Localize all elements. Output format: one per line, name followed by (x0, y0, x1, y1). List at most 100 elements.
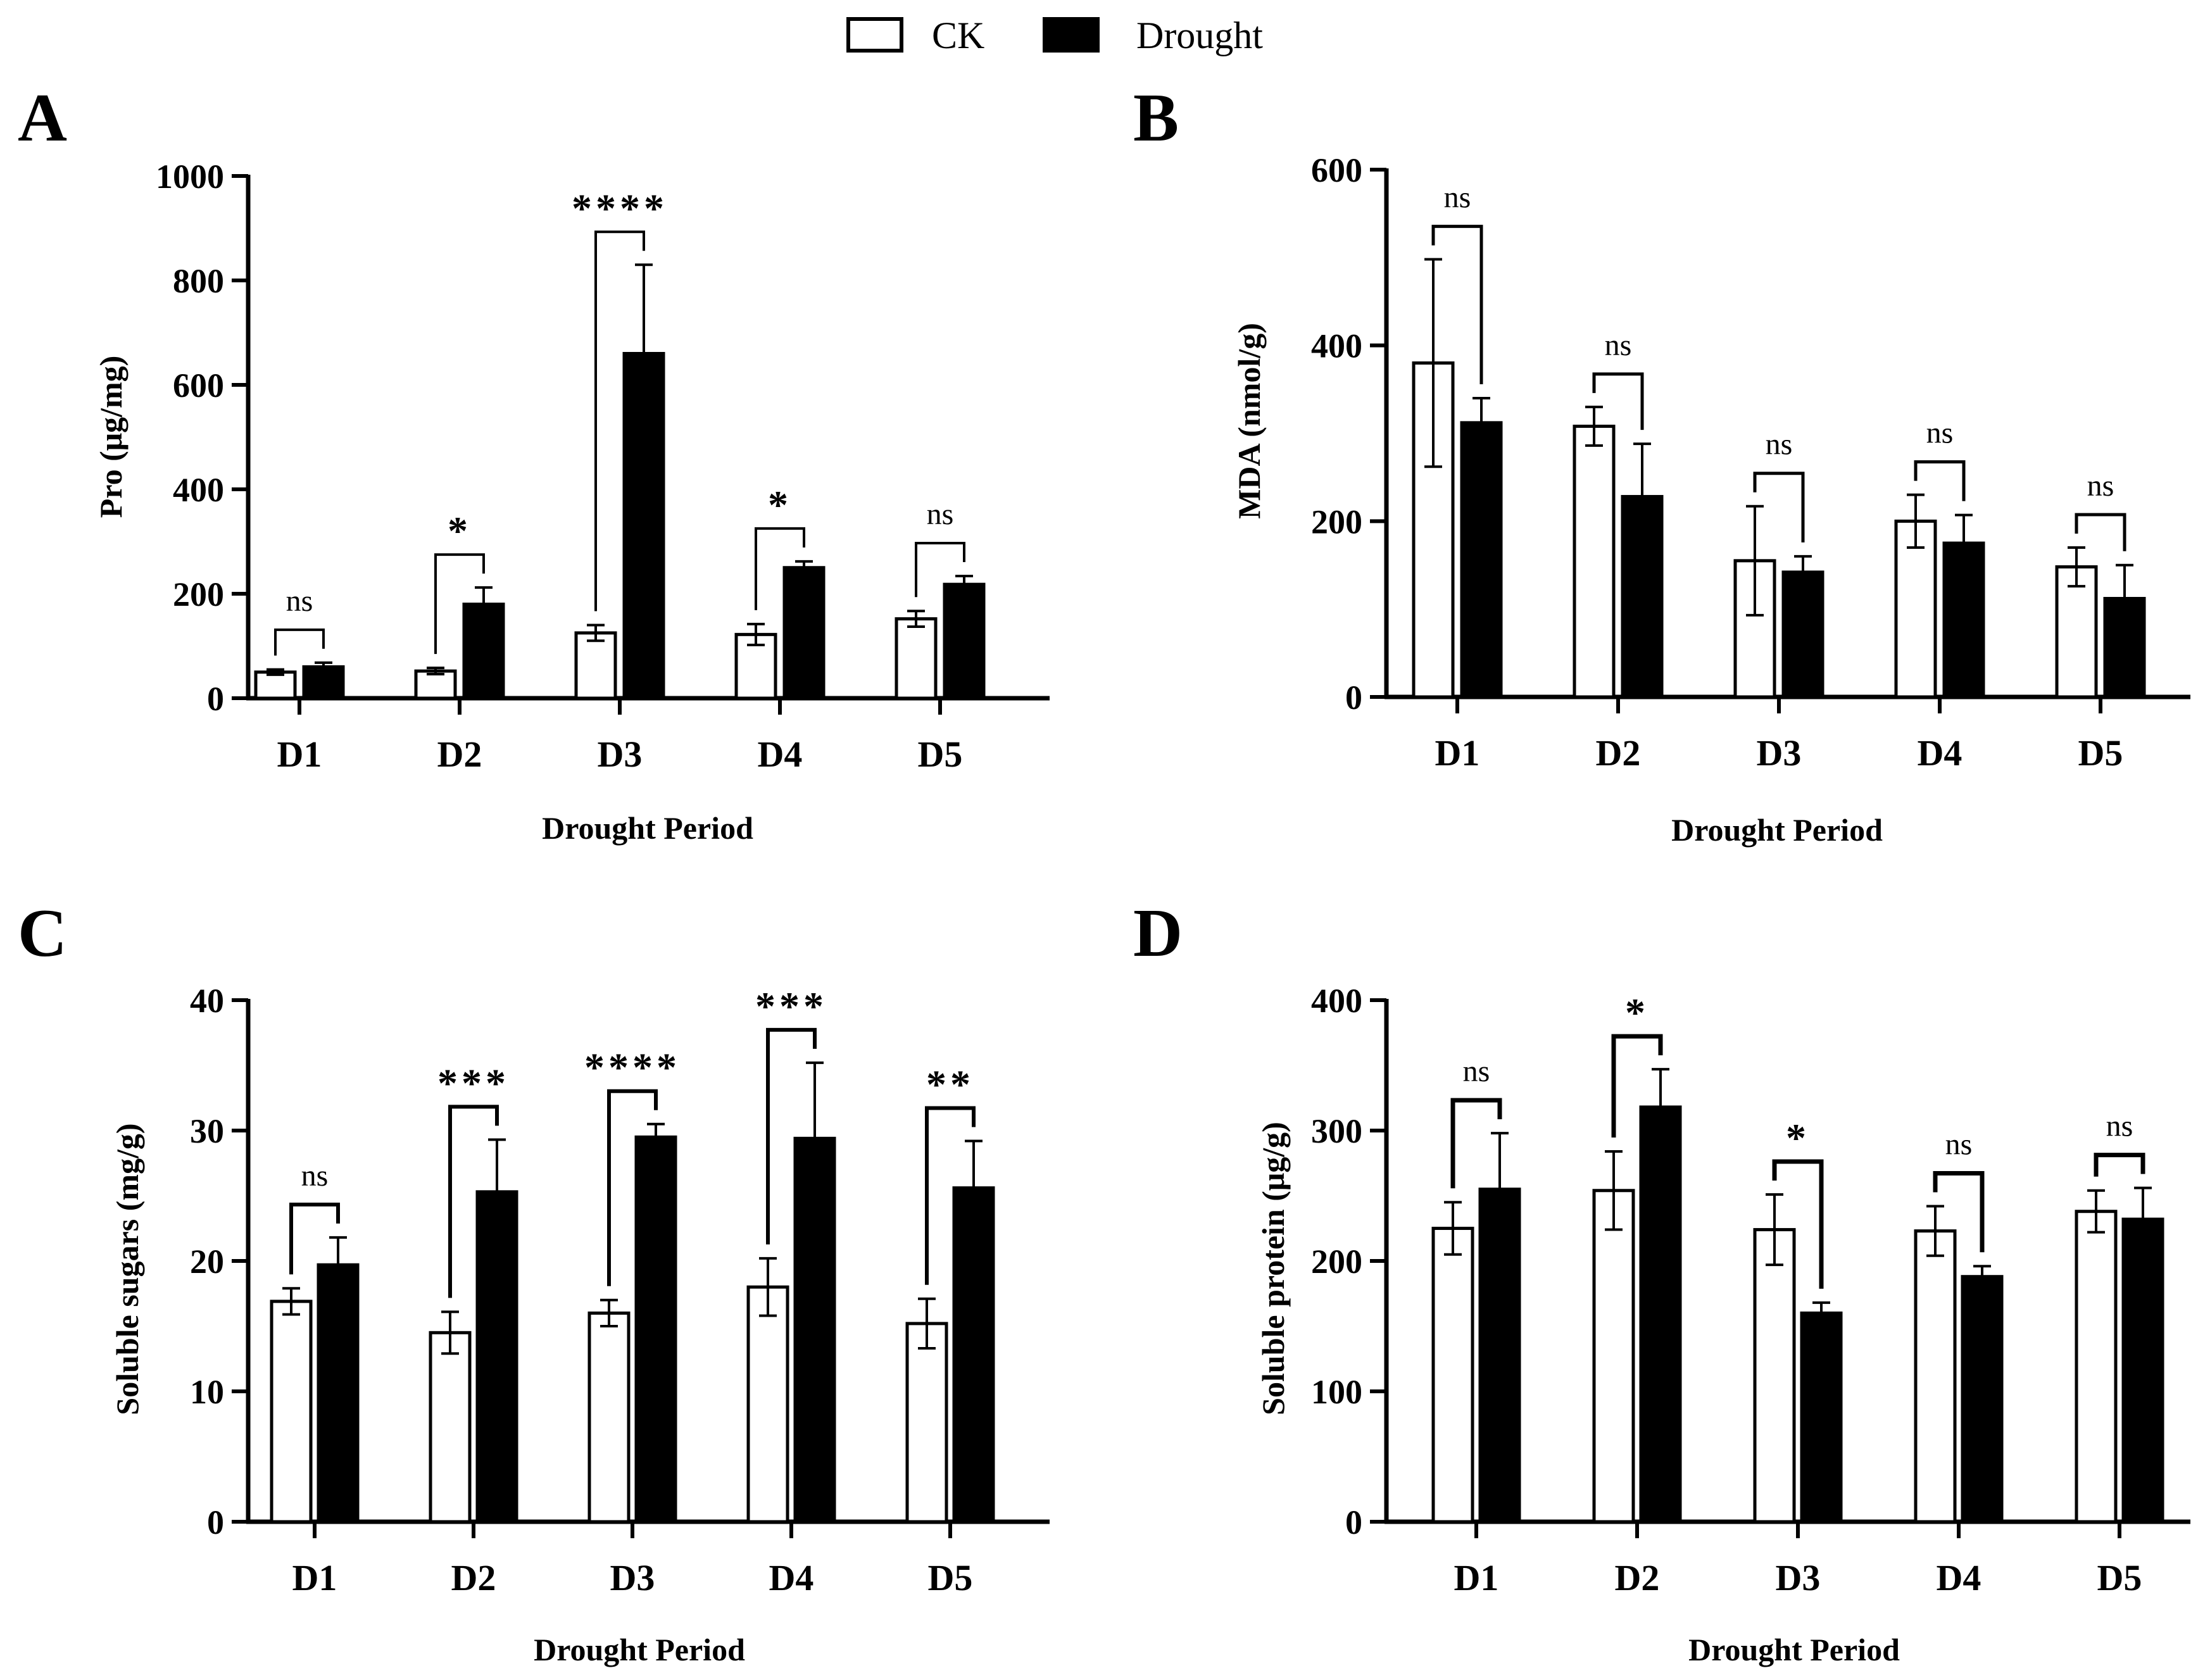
y-tick-label: 200 (1311, 1243, 1362, 1281)
bar-ck (1914, 1229, 1957, 1524)
y-tick-label: 10 (190, 1373, 224, 1411)
y-tick-label: 100 (1311, 1373, 1362, 1411)
panel-label: D (1133, 896, 1183, 971)
bar-ck (270, 1300, 313, 1524)
plot-area: 0 10 20 30 40 D1 ns D2 *** D3 **** D4 *** D5 ** (190, 982, 1050, 1598)
significance-label: * (768, 482, 792, 527)
x-axis-label: Drought Period (1671, 812, 1883, 848)
bar-drought (943, 582, 986, 700)
significance-label: ns (2106, 1110, 2133, 1143)
y-tick-label: 20 (190, 1243, 224, 1281)
panel-b: B MDA (nmol/g) Drought Period 0 200 400 600… (1133, 80, 2190, 848)
significance-label: ns (1444, 181, 1471, 215)
significance-bracket (289, 1202, 340, 1275)
significance-label: ns (286, 584, 313, 618)
y-tick-label: 200 (1311, 503, 1362, 541)
significance-label: ns (1766, 428, 1793, 461)
x-tick-label: D3 (598, 734, 643, 775)
bar-drought (782, 566, 826, 700)
panel-label: A (18, 80, 67, 156)
bar-ck (1753, 1228, 1796, 1524)
bar-drought (1961, 1275, 2004, 1524)
significance-bracket (1933, 1170, 1985, 1253)
significance-bracket (2075, 513, 2126, 551)
significance-label: ** (926, 1062, 974, 1106)
y-tick-label: 0 (207, 680, 224, 718)
significance-bracket (1611, 1034, 1663, 1138)
significance-bracket (1914, 460, 1966, 501)
significance-label: * (1786, 1115, 1810, 1160)
significance-bracket (594, 230, 645, 611)
x-tick-label: D5 (2097, 1557, 2142, 1598)
x-tick-label: D4 (1937, 1557, 1981, 1598)
y-tick-label: 600 (173, 367, 224, 404)
y-axis-label: Pro (μg/mg) (93, 356, 129, 518)
significance-bracket (607, 1089, 658, 1286)
x-tick-label: D5 (918, 734, 963, 775)
y-tick-label: 400 (1311, 327, 1362, 365)
x-tick-label: D4 (758, 734, 803, 775)
x-tick-label: D4 (769, 1557, 814, 1598)
x-tick-label: D5 (928, 1557, 973, 1598)
bar-ck (2055, 565, 2098, 699)
x-tick-label: D2 (1596, 732, 1641, 774)
bar-ck (587, 1311, 631, 1524)
bar-drought (952, 1186, 995, 1524)
panel-a: A Pro (μg/mg) Drought Period 0 200 400 600 8… (18, 80, 1050, 846)
significance-bracket (766, 1027, 817, 1244)
bar-drought (462, 603, 505, 700)
significance-bracket (274, 628, 325, 656)
significance-label: ns (2087, 469, 2114, 503)
bar-ck (1592, 1189, 1635, 1524)
significance-label: ns (927, 498, 954, 531)
significance-label: * (1625, 990, 1649, 1035)
significance-label: ns (1945, 1127, 1973, 1161)
x-tick-label: D3 (1776, 1557, 1821, 1598)
y-tick-label: 800 (173, 262, 224, 300)
significance-label: ns (301, 1159, 329, 1193)
significance-bracket (1431, 225, 1483, 384)
x-tick-label: D1 (1435, 732, 1480, 774)
significance-label: ns (1605, 329, 1632, 362)
significance-bracket (915, 541, 965, 598)
significance-bracket (1450, 1098, 1502, 1189)
significance-bracket (434, 553, 485, 655)
significance-bracket (2094, 1153, 2145, 1177)
bar-ck (1431, 1227, 1474, 1524)
bar-drought (2121, 1217, 2164, 1524)
y-tick-label: 0 (207, 1503, 224, 1541)
bar-ck (1573, 424, 1616, 699)
legend: CK Drought (846, 15, 1263, 56)
bar-ck (895, 617, 938, 700)
y-axis-label: Soluble sugars (mg/g) (110, 1123, 145, 1415)
plot-area: 0 200 400 600 800 1000 D1 ns D2 * D3 **** D4 * D5 ns (156, 158, 1050, 775)
significance-label: ns (1463, 1055, 1490, 1088)
panel-label: B (1133, 80, 1179, 156)
significance-label: ns (1926, 417, 1954, 450)
bar-ck (574, 631, 617, 700)
bar-drought (634, 1135, 677, 1524)
bar-ck (429, 1331, 472, 1524)
y-tick-label: 400 (1311, 982, 1362, 1020)
legend-label-ck: CK (932, 15, 984, 56)
significance-bracket (1753, 472, 1805, 542)
x-tick-label: D3 (1757, 732, 1802, 774)
bar-ck (905, 1322, 948, 1524)
significance-label: **** (584, 1045, 681, 1090)
x-tick-label: D3 (610, 1557, 655, 1598)
y-tick-label: 400 (173, 471, 224, 509)
x-tick-label: D2 (437, 734, 482, 775)
panel-c: C Soluble sugars (mg/g) Drought Period 0… (18, 896, 1050, 1667)
y-axis-label: MDA (nmol/g) (1231, 323, 1267, 519)
x-tick-label: D2 (451, 1557, 496, 1598)
y-tick-label: 600 (1311, 151, 1362, 189)
bar-drought (1800, 1311, 1843, 1524)
significance-bracket (755, 527, 805, 610)
y-tick-label: 300 (1311, 1112, 1362, 1150)
plot-area: 0 100 200 300 400 D1 ns D2 * D3 * D4 ns D5 ns (1311, 982, 2190, 1598)
y-tick-label: 0 (1345, 1503, 1362, 1541)
bar-drought (1460, 421, 1503, 699)
significance-bracket (1772, 1159, 1824, 1289)
